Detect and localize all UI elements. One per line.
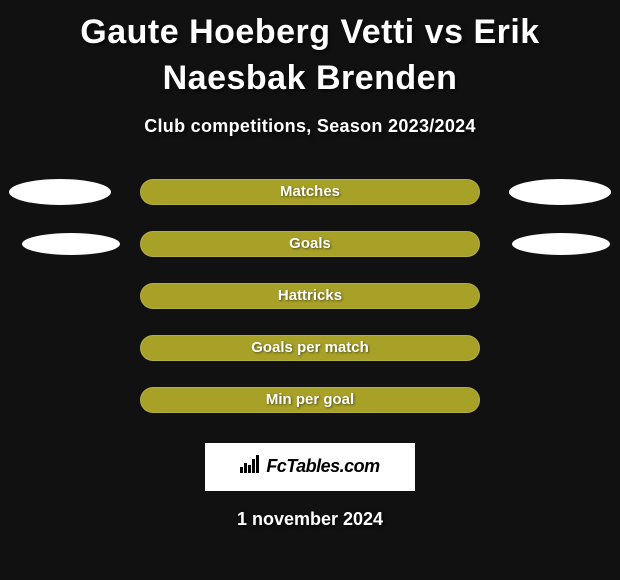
stat-row: Goals per match [0, 335, 620, 361]
player1-value-blob [22, 233, 120, 255]
logo-box: FcTables.com [205, 443, 415, 491]
player1-value-blob [9, 179, 111, 205]
stat-label: Goals per match [251, 339, 369, 356]
stat-label: Matches [280, 183, 340, 200]
stat-pill: Goals per match [140, 335, 480, 361]
page-title: Gaute Hoeberg Vetti vs Erik Naesbak Bren… [0, 0, 620, 102]
logo-text: FcTables.com [266, 456, 379, 477]
player2-value-blob [512, 233, 610, 255]
stat-row: Min per goal [0, 387, 620, 413]
stat-pill: Hattricks [140, 283, 480, 309]
stat-pill: Matches [140, 179, 480, 205]
stat-row: Goals [0, 231, 620, 257]
bars-icon [240, 455, 262, 478]
stat-row: Matches [0, 179, 620, 205]
stat-pill: Min per goal [140, 387, 480, 413]
date-label: 1 november 2024 [0, 509, 620, 530]
subtitle: Club competitions, Season 2023/2024 [0, 116, 620, 137]
stat-label: Hattricks [278, 287, 342, 304]
stat-row: Hattricks [0, 283, 620, 309]
stat-rows: Matches Goals Hattricks Goals per match … [0, 179, 620, 413]
stat-pill: Goals [140, 231, 480, 257]
player2-value-blob [509, 179, 611, 205]
comparison-card: Gaute Hoeberg Vetti vs Erik Naesbak Bren… [0, 0, 620, 580]
stat-label: Min per goal [266, 391, 354, 408]
stat-label: Goals [289, 235, 331, 252]
